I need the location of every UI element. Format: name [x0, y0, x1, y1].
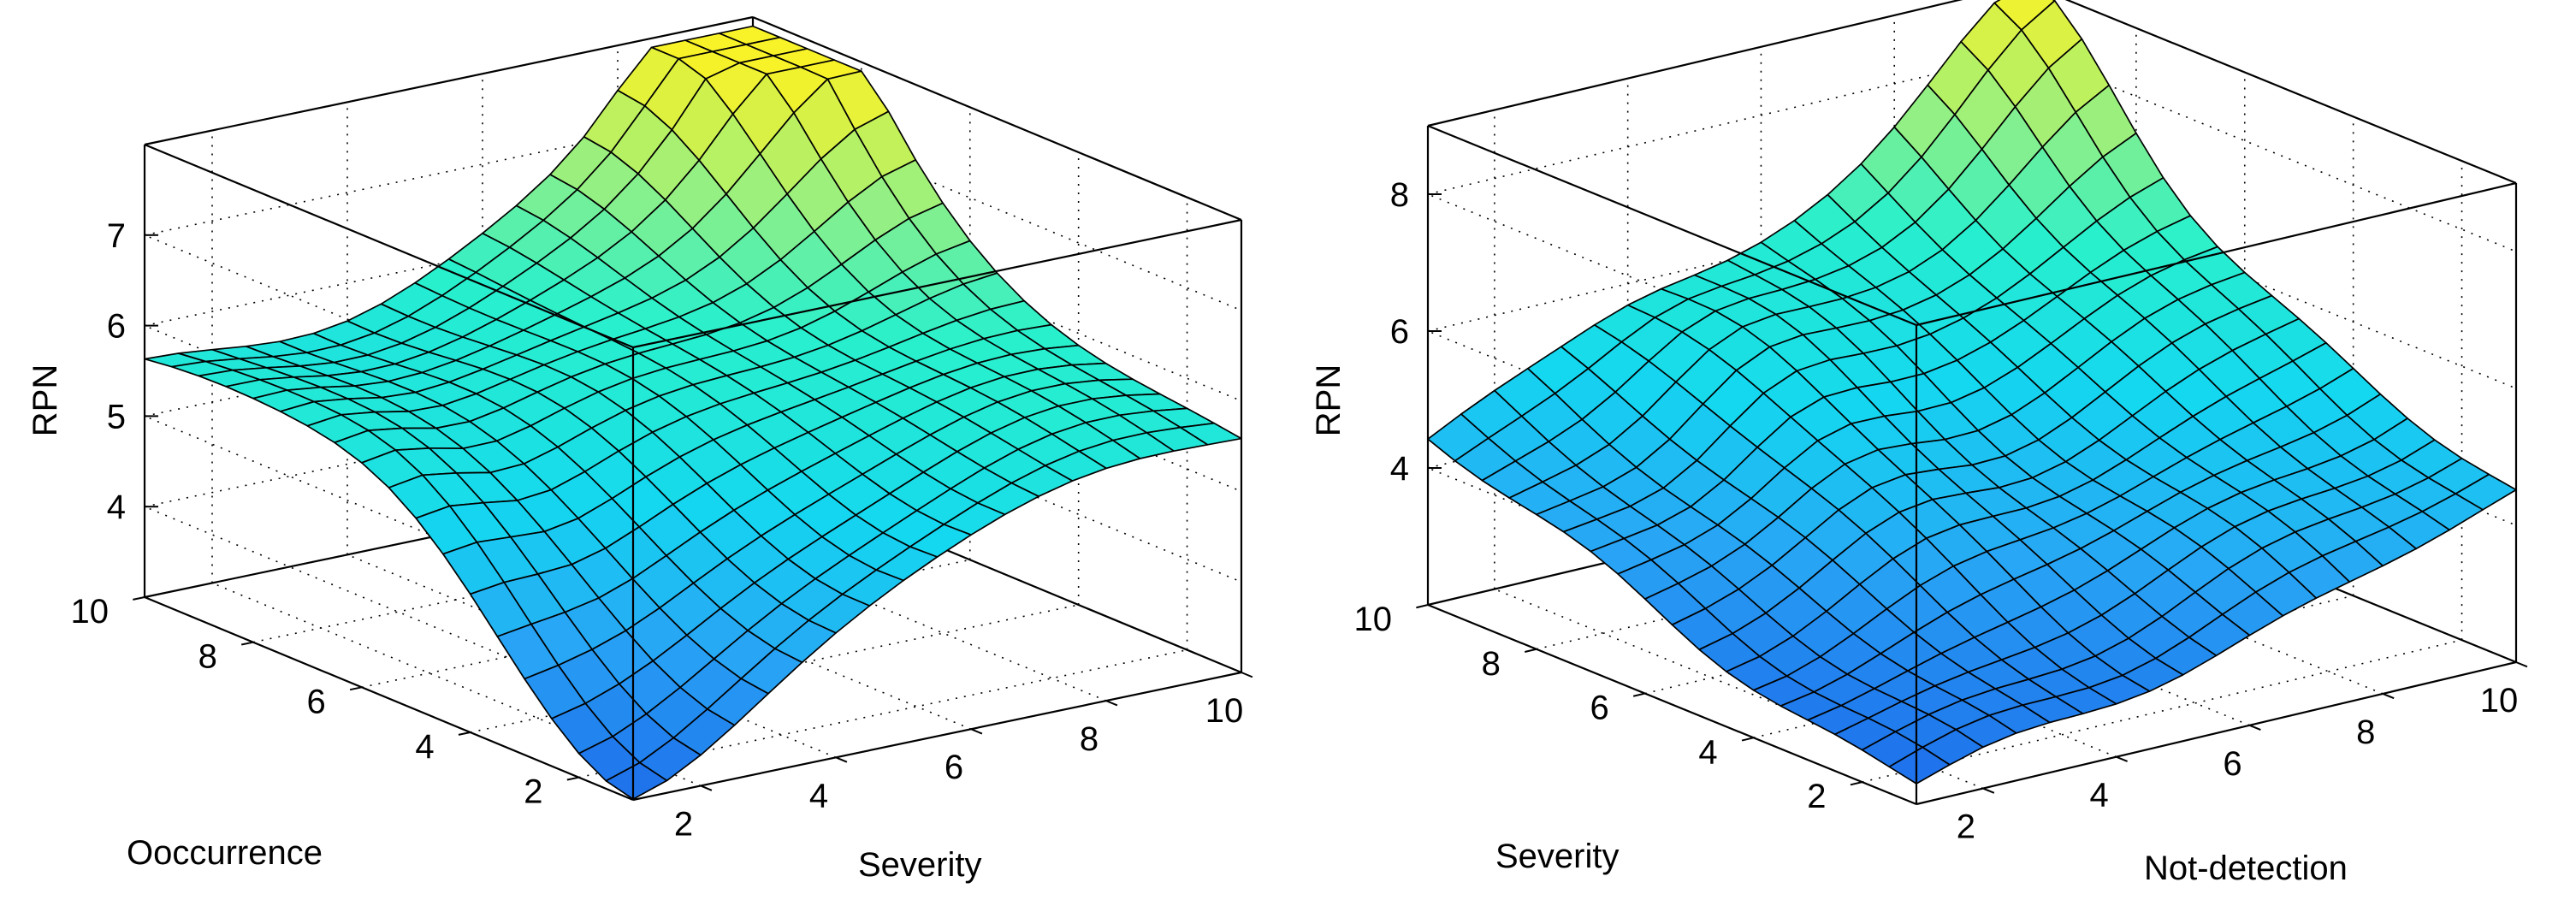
front-axes: 2 4 6 8 10 2 4 6 8 10 4 6 8	[1354, 124, 2528, 846]
z-tick-label: 6	[1390, 313, 1409, 351]
front-axis-edge	[144, 595, 634, 802]
z-axis-label: RPN	[27, 364, 64, 436]
axis-labels: RPN Ooccurrence Severity	[27, 364, 982, 884]
y-tick	[1416, 604, 1429, 609]
surface-mesh	[1427, 0, 2517, 785]
y-axis-label: Ooccurrence	[127, 834, 323, 872]
back-edge	[752, 15, 1242, 222]
x-tick-label: 2	[674, 805, 693, 843]
wall-gridline	[1427, 51, 2028, 195]
x-tick	[2515, 661, 2528, 668]
wall-gridline	[144, 197, 754, 327]
y-tick-label: 2	[524, 773, 542, 811]
x-axis-label: Not-detection	[2144, 850, 2348, 887]
y-tick-label: 8	[1482, 645, 1501, 683]
x-tick	[2249, 724, 2261, 731]
axis-labels: RPN Severity Not-detection	[1310, 364, 2348, 887]
surface-plot-occurrence-severity: 2 4 6 8 10 2 4 6 8 10 4 5 6 7 RPN Ooccurrence Severit…	[27, 15, 1253, 884]
floor-gridline	[144, 469, 754, 598]
back-edge	[144, 15, 754, 146]
y-axis-label: Severity	[1495, 838, 1620, 875]
z-tick-label: 5	[107, 398, 126, 435]
x-tick	[1241, 672, 1253, 678]
z-tick-label: 4	[107, 489, 126, 526]
x-tick	[2382, 692, 2395, 700]
y-tick-label: 4	[415, 728, 434, 766]
y-tick-label: 6	[1590, 690, 1609, 727]
top-edge	[144, 143, 634, 349]
z-axis-label: RPN	[1310, 364, 1347, 436]
y-tick-label: 2	[1807, 778, 1826, 815]
y-tick-label: 6	[307, 683, 326, 720]
x-tick	[835, 756, 848, 763]
y-tick-label: 10	[71, 593, 110, 631]
y-tick	[566, 776, 579, 781]
y-tick-label: 8	[198, 638, 217, 676]
front-axes: 2 4 6 8 10 2 4 6 8 10 4 5 6 7	[71, 143, 1253, 843]
y-tick	[240, 641, 254, 646]
y-tick	[1632, 692, 1646, 697]
y-tick-label: 4	[1698, 733, 1717, 771]
wall-gridline	[144, 107, 754, 236]
x-tick-label: 8	[1080, 720, 1099, 758]
z-tick-label: 4	[1390, 450, 1409, 488]
back-edge	[1427, 0, 1963, 127]
x-tick	[2116, 755, 2129, 762]
x-tick	[700, 785, 713, 791]
top-edge	[632, 218, 1242, 349]
surface-mesh	[144, 25, 1242, 800]
x-tick-label: 2	[1957, 808, 1975, 846]
front-axis-edge	[632, 671, 1242, 802]
y-tick	[1850, 781, 1862, 786]
z-tick-label: 7	[107, 217, 126, 255]
x-tick	[1982, 787, 1995, 794]
x-axis-label: Severity	[858, 846, 982, 884]
x-tick-label: 6	[2223, 745, 2241, 783]
y-tick	[349, 686, 362, 691]
top-edge	[1427, 124, 1917, 327]
x-tick-label: 4	[2090, 777, 2109, 814]
x-tick-label: 10	[2480, 682, 2519, 719]
y-tick	[1741, 737, 1754, 742]
x-tick	[970, 728, 983, 735]
x-tick	[1105, 700, 1118, 707]
top-edge	[1916, 181, 2517, 327]
back-edge	[2064, 0, 2517, 185]
x-tick-label: 10	[1205, 692, 1244, 730]
x-tick-label: 8	[2356, 714, 2375, 751]
floor-gridline	[252, 513, 862, 643]
surface-plot-severity-notdetection: 2 4 6 8 10 2 4 6 8 10 4 6 8 RPN Severity Not-detecti…	[1310, 0, 2528, 887]
z-tick-label: 6	[107, 308, 126, 346]
surface-cell	[1888, 746, 1951, 785]
floor-gridline	[361, 559, 970, 689]
front-axis-edge	[1916, 660, 2517, 806]
wall-gridline	[144, 378, 754, 507]
x-tick-label: 6	[945, 749, 963, 786]
surface-cell	[605, 761, 668, 800]
z-tick-label: 8	[1390, 176, 1409, 214]
y-tick	[458, 731, 471, 736]
front-axis-edge	[1427, 603, 1917, 806]
x-tick-label: 4	[809, 777, 828, 814]
y-tick	[133, 596, 145, 601]
y-tick-label: 10	[1354, 601, 1393, 638]
y-tick	[1525, 648, 1537, 653]
